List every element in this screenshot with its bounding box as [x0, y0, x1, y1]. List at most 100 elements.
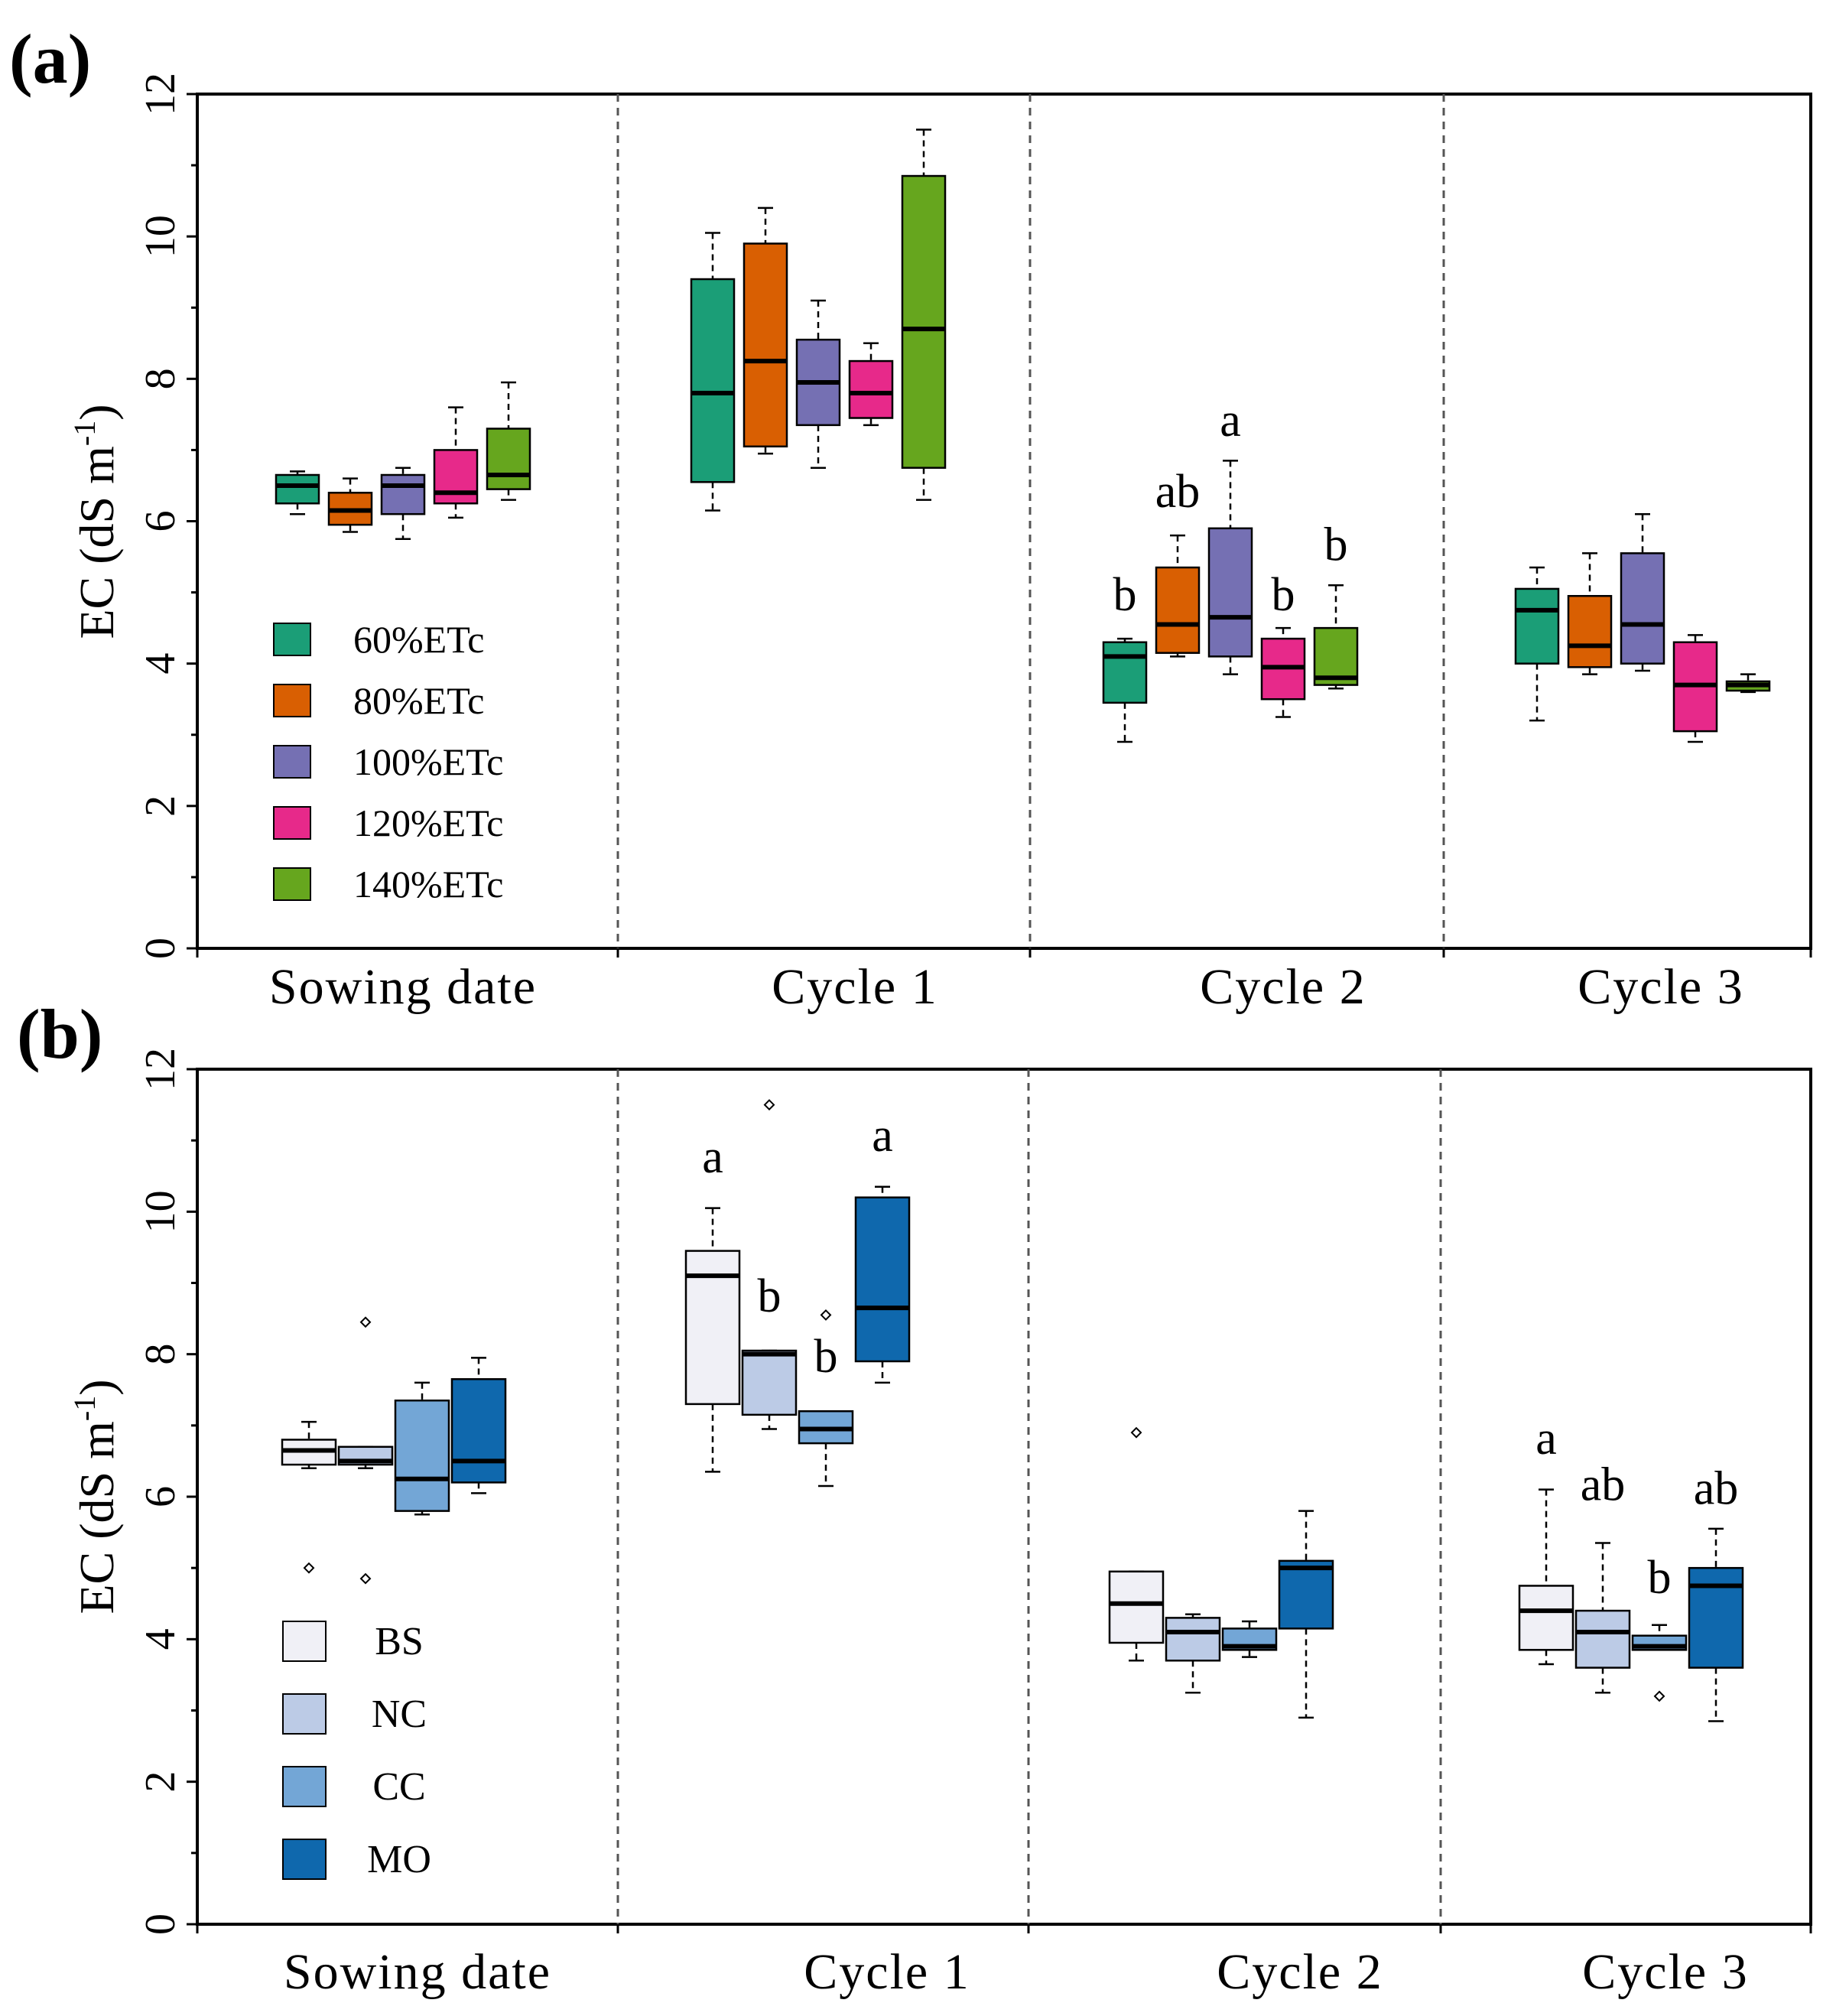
box [901, 128, 947, 501]
box [848, 342, 894, 427]
significance-letter: ab [1581, 1459, 1626, 1511]
legend-label: MO [367, 1838, 431, 1881]
box [1221, 1620, 1278, 1658]
box [1725, 673, 1771, 694]
box-body [690, 278, 736, 483]
box-body [450, 1378, 507, 1484]
box-body [901, 174, 947, 469]
box [854, 1185, 911, 1384]
significance-letter: a [702, 1131, 723, 1183]
legend-label: NC [372, 1692, 427, 1736]
box [1672, 634, 1718, 743]
legend-swatch [282, 1839, 327, 1880]
legend-swatch [273, 684, 311, 717]
box-body [1155, 566, 1201, 654]
group-label: Sowing date [269, 959, 537, 1015]
outlier-point [303, 1562, 315, 1574]
significance-letter: ab [1694, 1462, 1739, 1514]
y-axis-label-tail: ) [70, 1379, 124, 1395]
y-tick-label: 2 [137, 795, 184, 817]
box-body [1165, 1617, 1221, 1662]
y-tick-label: 0 [137, 938, 184, 959]
box-body [741, 1349, 798, 1416]
legend-swatch [273, 867, 311, 901]
box [1155, 534, 1201, 658]
y-axis-label-main: EC (dS m [70, 446, 124, 639]
box [1165, 1613, 1221, 1694]
box [281, 1420, 337, 1469]
y-axis-label: EC (dS m-1) [67, 1379, 124, 1614]
box [1518, 1488, 1574, 1666]
box [433, 406, 479, 519]
box-body [743, 242, 788, 448]
box [337, 1445, 394, 1469]
panel-label: (b) [17, 995, 102, 1073]
significance-letter: a [872, 1110, 893, 1162]
y-tick-label: 12 [137, 73, 184, 115]
panel-label: (a) [9, 20, 91, 98]
box [684, 1207, 741, 1473]
box [1631, 1624, 1688, 1651]
box-body [394, 1399, 450, 1512]
y-axis-label-tail: ) [70, 404, 124, 420]
legend: BS NC CC MO [282, 1620, 431, 1881]
legend-label: BS [375, 1620, 424, 1663]
group-label: Sowing date [284, 1944, 551, 2000]
box [1102, 637, 1148, 743]
box-body [1688, 1566, 1744, 1669]
box-body [1278, 1559, 1334, 1630]
box [1688, 1527, 1744, 1722]
panel-a: 0 2 4 6 8 10 12 EC (dS m-1) (a) Sowing date Cycle … [9, 20, 1812, 1015]
group-label: Cycle 3 [1582, 1944, 1748, 2000]
legend-label: 60%ETc [353, 618, 484, 661]
legend-swatch [282, 1693, 327, 1735]
box-body [1102, 641, 1148, 704]
outlier-point [359, 1316, 372, 1328]
box [798, 1410, 854, 1488]
box [1313, 584, 1359, 690]
y-axis-label-superscript: -1 [67, 1396, 102, 1421]
significance-letter: b [1272, 569, 1295, 621]
y-tick-label: 0 [137, 1914, 184, 1935]
legend-label: 140%ETc [353, 863, 503, 906]
legend-swatch [282, 1766, 327, 1807]
legend-label: 80%ETc [353, 679, 484, 722]
box [327, 477, 373, 533]
box [795, 299, 841, 469]
group-label: Cycle 1 [804, 1944, 970, 2000]
box-body [1567, 594, 1613, 668]
significance-letter: b [1648, 1552, 1672, 1604]
box-body [1518, 1585, 1574, 1651]
y-axis-label-superscript: -1 [67, 421, 102, 446]
significance-letter: a [1535, 1413, 1557, 1465]
box [1514, 566, 1560, 722]
box [275, 470, 320, 515]
box [1574, 1542, 1631, 1694]
box [1620, 512, 1665, 672]
box [486, 381, 531, 501]
box-body [848, 359, 894, 419]
box [450, 1357, 507, 1494]
box [380, 467, 426, 541]
y-tick-label: 10 [137, 215, 184, 258]
panel-b: 0 2 4 6 8 10 12 EC (dS m-1) (b) Sowing date Cycle … [17, 995, 1812, 2000]
outlier-point [359, 1572, 372, 1585]
box [741, 1349, 798, 1430]
legend-swatch [282, 1621, 327, 1662]
box [1278, 1510, 1334, 1719]
y-tick-label: 8 [137, 1344, 184, 1365]
box-body [1620, 552, 1665, 665]
y-tick-label: 4 [137, 653, 184, 675]
box [394, 1381, 450, 1516]
box-body [1514, 587, 1560, 665]
significance-letter: b [1113, 569, 1137, 621]
y-axis-label-main: EC (dS m [70, 1421, 124, 1614]
box [743, 206, 788, 455]
legend-swatch [273, 745, 311, 779]
box-body [275, 473, 320, 505]
legend: 60%ETc 80%ETc 100%ETc 120%ETc 140%ETc [273, 618, 503, 906]
significance-letter: ab [1155, 466, 1201, 518]
group-label: Cycle 1 [772, 959, 937, 1015]
y-tick-label: 4 [137, 1628, 184, 1650]
